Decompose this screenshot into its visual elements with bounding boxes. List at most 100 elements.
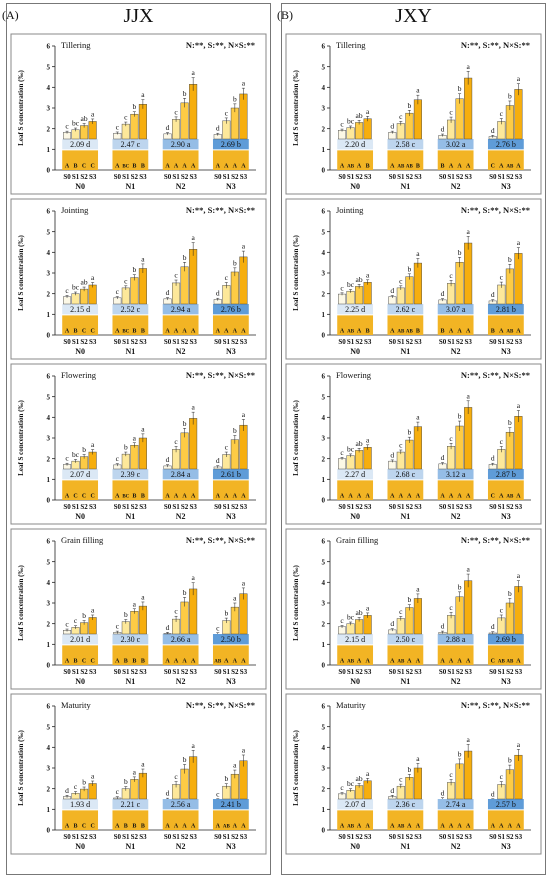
sub-band <box>112 315 149 335</box>
sig-letter: b <box>183 755 187 764</box>
sig-letter: d <box>390 619 394 628</box>
sub-letter: A <box>407 494 412 500</box>
bar <box>505 602 514 635</box>
x-tick-label: S3 <box>89 668 97 676</box>
y-tick-label: 1 <box>322 641 326 649</box>
sub-letter: B <box>141 824 145 830</box>
x-tick-label: S2 <box>131 668 139 676</box>
y-tick-label: 0 <box>322 827 326 835</box>
x-tick-label: S2 <box>80 833 88 841</box>
sig-letter: c <box>449 108 453 117</box>
sub-letter: A <box>449 164 454 170</box>
sig-letter: a <box>141 254 145 263</box>
bar <box>363 447 372 470</box>
sub-letter: C <box>491 659 495 665</box>
sig-letter: bc <box>72 283 80 292</box>
sub-letter: A <box>233 824 238 830</box>
mean-band <box>387 469 424 480</box>
x-tick-label: S1 <box>122 173 130 181</box>
mean-band <box>62 634 99 645</box>
sub-letter: A <box>216 164 221 170</box>
y-tick-label: 5 <box>322 393 326 401</box>
y-tick-label: 5 <box>47 63 51 71</box>
y-axis-label: Leaf S concentration (‰) <box>292 730 300 806</box>
sub-letter: A <box>516 329 521 335</box>
sub-letter: BC <box>122 330 129 335</box>
bar <box>514 754 523 800</box>
x-tick-label: S3 <box>515 668 523 676</box>
x-tick-label: S1 <box>223 173 231 181</box>
sub-letter: C <box>491 494 495 500</box>
x-tick-label: S2 <box>355 503 363 511</box>
sub-letter: C <box>90 164 94 170</box>
bar <box>180 266 189 305</box>
sub-letter: AB <box>506 165 514 170</box>
y-tick-label: 2 <box>322 455 326 463</box>
bar <box>180 102 189 140</box>
sub-letter: A <box>182 824 187 830</box>
mean-value: 2.74 a <box>446 800 466 809</box>
stage-label: Flowering <box>61 370 97 380</box>
sig-letter: c <box>340 616 344 625</box>
sig-letter: b <box>183 588 187 597</box>
sub-letter: A <box>182 494 187 500</box>
sub-letter: A <box>457 659 462 665</box>
sig-letter: d <box>390 286 394 295</box>
sub-letter: A <box>182 659 187 665</box>
mean-value: 2.81 b <box>496 305 516 314</box>
group-label: N3 <box>501 182 511 191</box>
x-tick-label: S3 <box>240 338 248 346</box>
bar <box>505 431 514 470</box>
mean-value: 2.76 b <box>221 305 241 314</box>
x-tick-label: S1 <box>72 173 80 181</box>
group-label: N1 <box>400 182 410 191</box>
sub-letter: A <box>241 494 246 500</box>
group-label: N2 <box>176 842 186 851</box>
y-tick-label: 6 <box>47 538 51 546</box>
bar <box>455 763 464 800</box>
bar <box>464 750 473 800</box>
sig-letter: b <box>82 778 86 787</box>
bar <box>130 113 139 140</box>
sub-band <box>212 315 249 335</box>
bar <box>413 598 422 635</box>
y-tick-label: 6 <box>322 208 326 216</box>
sig-letter: b <box>458 248 462 257</box>
bar <box>355 450 364 470</box>
x-tick-label: S2 <box>181 338 189 346</box>
bar <box>396 123 405 140</box>
sig-letter: c <box>225 108 229 117</box>
sig-letter: d <box>216 456 220 465</box>
sub-letter: A <box>357 164 362 170</box>
sig-letter: a <box>517 74 521 83</box>
bar <box>514 89 523 140</box>
y-tick-label: 1 <box>47 476 51 484</box>
sig-letter: c <box>174 437 178 446</box>
sig-letter: a <box>242 745 246 754</box>
sub-letter: B <box>74 329 78 335</box>
x-tick-label: S3 <box>515 338 523 346</box>
sub-letter: A <box>390 164 395 170</box>
sig-letter: d <box>441 289 445 298</box>
sub-letter: AB <box>498 660 506 665</box>
x-tick-label: S1 <box>172 338 180 346</box>
sub-letter: A <box>241 329 246 335</box>
sub-letter: A <box>233 329 238 335</box>
mean-value: 3.12 a <box>446 470 466 479</box>
mean-value: 2.20 d <box>345 140 365 149</box>
sig-letter: a <box>517 238 521 247</box>
sig-letter: ab <box>356 774 363 783</box>
mean-value: 2.58 c <box>396 140 416 149</box>
bar <box>180 601 189 635</box>
y-tick-label: 3 <box>47 600 51 608</box>
sub-letter: A <box>165 659 170 665</box>
sig-letter: a <box>242 410 246 419</box>
bar <box>464 407 473 470</box>
sub-letter: A <box>466 164 471 170</box>
sub-letter: BC <box>122 495 129 500</box>
sig-letter: ab <box>81 114 88 123</box>
sig-letter: b <box>407 101 411 110</box>
sig-letter: b <box>508 255 512 264</box>
x-tick-label: S0 <box>63 173 71 181</box>
sub-letter: A <box>174 824 179 830</box>
